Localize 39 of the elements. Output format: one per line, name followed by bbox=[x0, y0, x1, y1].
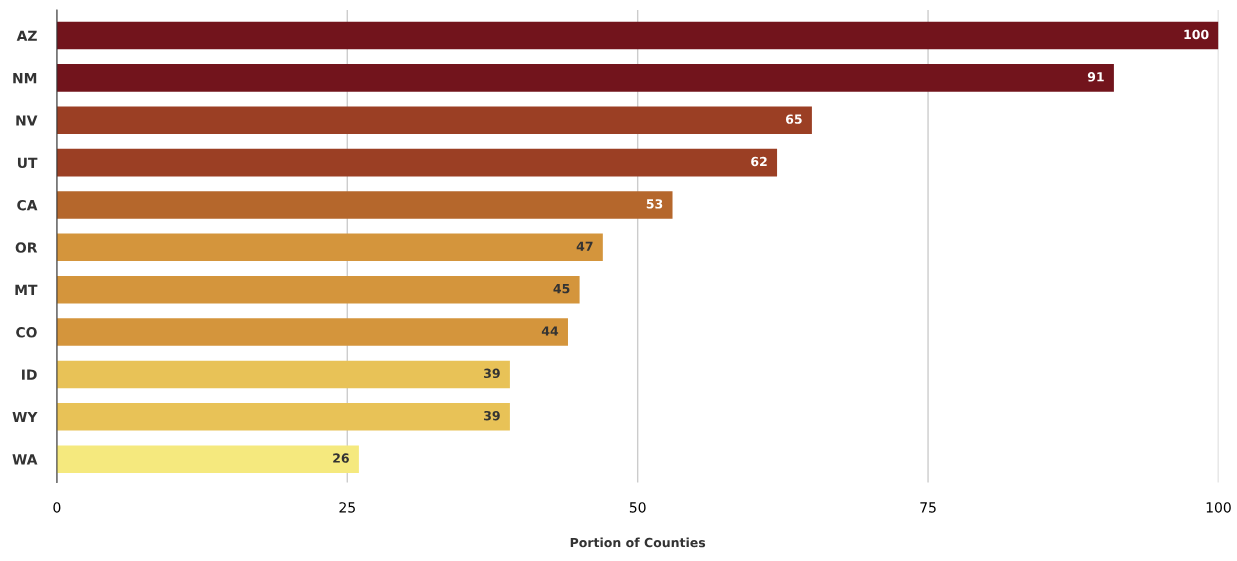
x-tick-label: 50 bbox=[629, 502, 646, 513]
x-tick-label: 25 bbox=[339, 502, 355, 513]
data-label: 62 bbox=[751, 156, 767, 167]
bar bbox=[56, 64, 1114, 92]
data-label: 44 bbox=[541, 326, 559, 336]
data-label: 53 bbox=[646, 199, 663, 209]
bar bbox=[56, 403, 510, 431]
y-tick-label: AZ bbox=[16, 30, 37, 41]
y-tick-label: ID bbox=[22, 369, 37, 380]
data-label: 45 bbox=[553, 284, 570, 294]
y-tick-label: CO bbox=[16, 327, 37, 338]
bar bbox=[56, 233, 603, 262]
data-label: 100 bbox=[1184, 29, 1209, 40]
y-tick-label: CA bbox=[17, 199, 38, 211]
data-label: 39 bbox=[484, 368, 500, 379]
y-tick-label: UT bbox=[17, 157, 38, 169]
bar bbox=[56, 148, 778, 177]
y-tick-label: NV bbox=[16, 115, 38, 126]
data-label: 47 bbox=[576, 241, 593, 251]
y-tick-label: MT bbox=[15, 284, 38, 295]
data-label: 39 bbox=[484, 410, 500, 421]
x-tick-label: 100 bbox=[1206, 502, 1231, 513]
data-label: 26 bbox=[333, 453, 349, 463]
bar bbox=[56, 318, 568, 346]
x-tick-label: 0 bbox=[53, 502, 61, 513]
bar bbox=[56, 106, 812, 135]
x-tick-label: 75 bbox=[920, 502, 936, 513]
bar bbox=[56, 275, 580, 304]
y-tick-label: OR bbox=[15, 242, 38, 253]
data-label: 91 bbox=[1087, 72, 1104, 82]
y-tick-label: NM bbox=[13, 73, 37, 84]
bar bbox=[56, 191, 673, 219]
y-tick-label: WY bbox=[12, 411, 38, 423]
y-tick-label: WA bbox=[12, 454, 38, 465]
bar bbox=[56, 445, 359, 473]
data-label: 65 bbox=[785, 114, 802, 124]
bar bbox=[56, 21, 1219, 50]
bar bbox=[56, 360, 510, 389]
x-axis-title: Portion of Counties bbox=[570, 537, 706, 548]
